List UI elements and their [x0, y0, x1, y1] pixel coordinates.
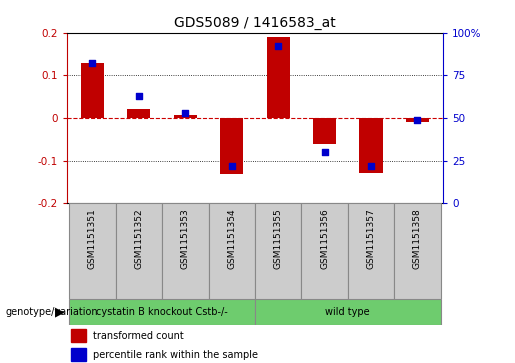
- Bar: [71, 329, 85, 342]
- Text: GSM1151351: GSM1151351: [88, 208, 97, 269]
- Point: [413, 117, 421, 123]
- Point: [135, 93, 143, 99]
- Bar: [81, 62, 104, 118]
- Bar: [348, 203, 394, 299]
- Bar: [70, 299, 255, 325]
- Bar: [313, 118, 336, 144]
- Bar: [255, 203, 301, 299]
- Bar: [359, 118, 383, 174]
- Bar: [162, 203, 209, 299]
- Text: GSM1151355: GSM1151355: [273, 208, 283, 269]
- Bar: [209, 203, 255, 299]
- Bar: [255, 299, 440, 325]
- Text: GSM1151354: GSM1151354: [227, 208, 236, 269]
- Point: [228, 163, 236, 169]
- Bar: [127, 110, 150, 118]
- Text: cystatin B knockout Cstb-/-: cystatin B knockout Cstb-/-: [96, 307, 228, 317]
- Text: GSM1151352: GSM1151352: [134, 208, 143, 269]
- Point: [367, 163, 375, 169]
- Text: transformed count: transformed count: [93, 331, 184, 340]
- Point: [89, 61, 97, 66]
- Text: genotype/variation: genotype/variation: [5, 307, 98, 317]
- Text: GSM1151356: GSM1151356: [320, 208, 329, 269]
- Bar: [70, 203, 116, 299]
- Point: [320, 149, 329, 155]
- Bar: [267, 37, 290, 118]
- Bar: [220, 118, 243, 174]
- Bar: [174, 115, 197, 118]
- Point: [181, 110, 190, 116]
- Text: GSM1151353: GSM1151353: [181, 208, 190, 269]
- Bar: [394, 203, 440, 299]
- Bar: [116, 203, 162, 299]
- Bar: [71, 348, 85, 361]
- Point: [274, 44, 282, 49]
- Text: GSM1151358: GSM1151358: [413, 208, 422, 269]
- Title: GDS5089 / 1416583_at: GDS5089 / 1416583_at: [174, 16, 336, 30]
- Bar: [406, 118, 429, 122]
- Text: percentile rank within the sample: percentile rank within the sample: [93, 350, 258, 360]
- Text: ▶: ▶: [55, 306, 64, 319]
- Bar: [301, 203, 348, 299]
- Text: GSM1151357: GSM1151357: [367, 208, 375, 269]
- Text: wild type: wild type: [325, 307, 370, 317]
